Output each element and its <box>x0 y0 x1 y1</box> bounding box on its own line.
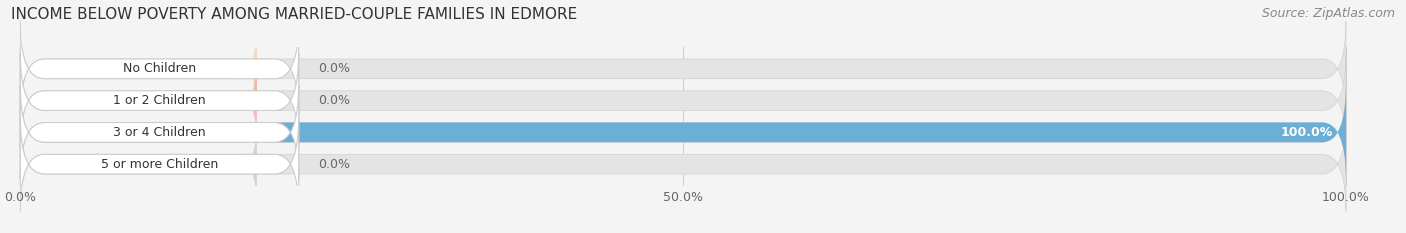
FancyBboxPatch shape <box>20 21 1346 116</box>
Text: No Children: No Children <box>122 62 195 75</box>
FancyBboxPatch shape <box>20 21 298 116</box>
FancyBboxPatch shape <box>20 117 298 212</box>
FancyBboxPatch shape <box>20 85 298 180</box>
FancyBboxPatch shape <box>20 53 1346 148</box>
Text: 0.0%: 0.0% <box>319 158 350 171</box>
Text: 3 or 4 Children: 3 or 4 Children <box>112 126 205 139</box>
Text: 1 or 2 Children: 1 or 2 Children <box>112 94 205 107</box>
FancyBboxPatch shape <box>20 117 257 212</box>
Text: Source: ZipAtlas.com: Source: ZipAtlas.com <box>1261 7 1395 20</box>
Text: INCOME BELOW POVERTY AMONG MARRIED-COUPLE FAMILIES IN EDMORE: INCOME BELOW POVERTY AMONG MARRIED-COUPL… <box>11 7 578 22</box>
FancyBboxPatch shape <box>20 53 298 148</box>
FancyBboxPatch shape <box>20 85 1346 180</box>
FancyBboxPatch shape <box>20 53 257 148</box>
Text: 0.0%: 0.0% <box>319 94 350 107</box>
Text: 100.0%: 100.0% <box>1281 126 1333 139</box>
Text: 5 or more Children: 5 or more Children <box>101 158 218 171</box>
FancyBboxPatch shape <box>20 85 1346 180</box>
Text: 0.0%: 0.0% <box>319 62 350 75</box>
FancyBboxPatch shape <box>20 117 1346 212</box>
FancyBboxPatch shape <box>20 21 257 116</box>
